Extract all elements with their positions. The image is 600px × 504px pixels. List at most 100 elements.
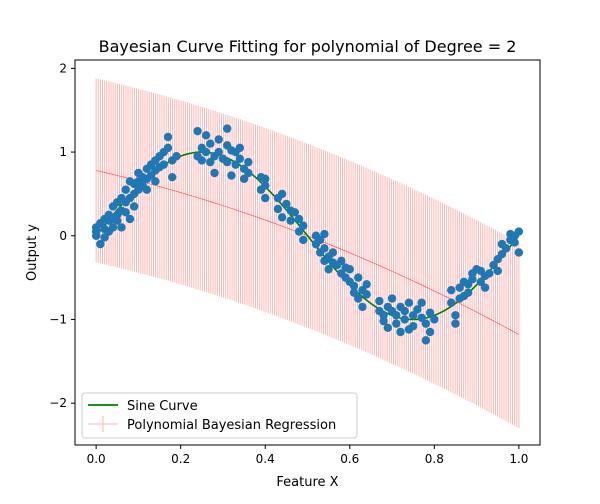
scatter-point [392,311,401,320]
scatter-point [197,156,207,165]
scatter-point [375,296,384,306]
scatter-point [201,131,211,140]
scatter-point [206,157,215,167]
scatter-point [447,298,456,307]
scatter-point [244,168,253,178]
x-tick-label: 0.2 [171,452,190,466]
scatter-point [206,139,215,148]
y-axis-label: Output y [25,224,40,281]
scatter-point [354,273,363,282]
scatter-point [396,327,405,337]
scatter-point [358,302,367,312]
scatter-point [337,256,346,266]
scatter-point [480,283,490,292]
legend-sine-label: Sine Curve [127,399,198,414]
scatter-point [421,336,431,345]
scatter-point [315,235,325,245]
scatter-point [201,147,211,157]
scatter-point [400,315,409,324]
scatter-point [172,152,181,161]
scatter-point [379,316,388,326]
scatter-point [100,233,109,242]
y-tick-label: −1 [49,312,67,326]
legend-regression-label: Polynomial Bayesian Regression [127,418,336,433]
scatter-point [222,124,232,133]
scatter-point [349,288,359,297]
scatter-point [501,244,511,253]
scatter-point [210,168,219,178]
x-axis-ticks: 0.0 0.2 0.4 0.6 0.8 1.0 [87,445,528,466]
scatter-point [235,154,245,163]
scatter-point [362,280,371,289]
scatter-point [294,214,304,224]
scatter-point [193,126,202,136]
scatter-point [417,298,426,307]
scatter-point [151,177,160,186]
x-axis-label: Feature X [276,475,338,490]
scatter-point [485,269,494,278]
scatter-point [320,244,329,253]
scatter-point [354,294,363,303]
y-tick-label: 1 [59,145,67,159]
plot-frame [74,59,541,446]
scatter-point [117,223,126,232]
scatter-point [108,223,118,232]
scatter-point [261,193,270,203]
scatter-point [227,171,236,180]
scatter-point [408,321,418,331]
x-tick-label: 0.0 [87,452,106,466]
x-tick-label: 0.6 [340,452,359,466]
scatter-point [168,172,177,182]
scatter-point [121,208,130,217]
scatter-point [379,311,388,320]
scatter-point [514,248,524,257]
x-tick-label: 1.0 [509,452,528,466]
scatter-point [163,132,173,142]
scatter-point [235,143,245,153]
scatter-point [400,306,409,316]
scatter-point [299,221,308,230]
scatter-point [320,229,329,239]
scatter-point [328,248,338,257]
scatter-points [91,124,524,345]
scatter-point [96,239,105,249]
y-axis-ticks: −2 −1 0 1 2 [49,61,75,410]
scatter-point [493,266,502,276]
scatter-point [345,265,354,274]
scatter-point [408,311,418,320]
scatter-point [239,174,249,184]
chart-title: Bayesian Curve Fitting for polynomial of… [99,37,517,56]
scatter-point [277,213,287,222]
scatter-point [231,160,240,169]
x-tick-label: 0.4 [256,452,275,466]
scatter-point [324,265,333,274]
scatter-point [273,204,283,214]
scatter-point [163,143,173,153]
scatter-point [392,319,401,328]
scatter-point [463,288,473,297]
scatter-point [421,319,431,328]
scatter-point [142,185,152,194]
scatter-point [476,277,486,286]
scatter-point [299,235,308,245]
scatter-point [510,238,519,247]
scatter-point [129,202,139,211]
scatter-point [222,157,232,167]
scatter-point [417,313,426,322]
scatter-point [261,181,270,190]
y-tick-label: 0 [59,229,67,243]
scatter-point [425,308,435,317]
scatter-point [349,281,359,291]
x-tick-label: 0.8 [425,452,444,466]
scatter-point [121,185,130,194]
scatter-point [447,285,456,295]
scatter-point [244,157,253,167]
scatter-point [430,315,439,324]
scatter-point [294,227,304,236]
scatter-point [387,294,397,303]
scatter-point [290,208,300,217]
scatter-point [468,275,477,284]
scatter-point [451,311,460,320]
scatter-point [455,283,464,292]
